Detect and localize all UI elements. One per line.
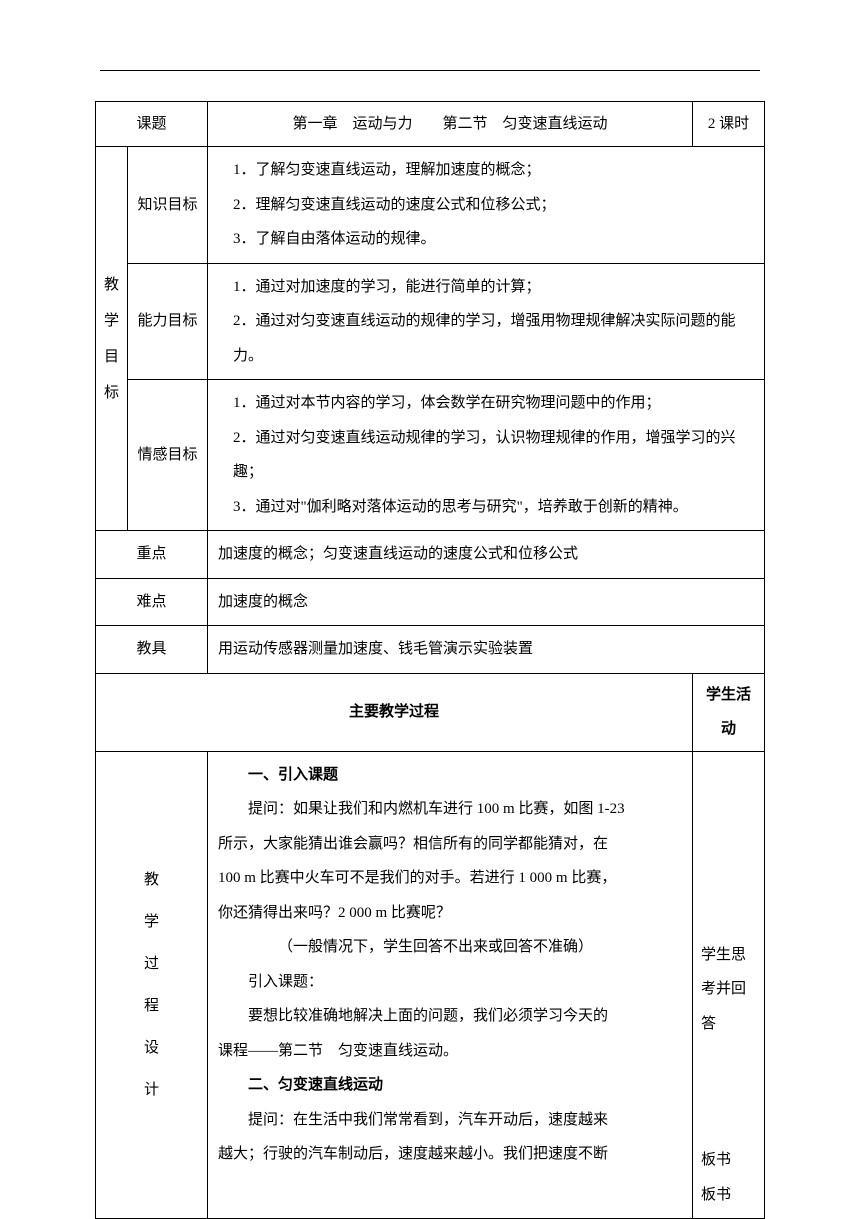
process-header: 主要教学过程 <box>96 673 693 751</box>
emotion-content: 1．通过对本节内容的学习，体会数学在研究物理问题中的作用； 2．通过对匀变速直线… <box>208 380 765 531</box>
lesson-plan-table: 课题 第一章 运动与力 第二节 匀变速直线运动 2 课时 教学目标 知识目标 1… <box>95 101 765 1219</box>
class-hours: 2 课时 <box>693 102 765 147</box>
emotion-item-2: 2．通过对匀变速直线运动规律的学习，认识物理规律的作用，增强学习的兴趣； <box>218 421 754 490</box>
knowledge-content: 1．了解匀变速直线运动，理解加速度的概念； 2．理解匀变速直线运动的速度公式和位… <box>208 147 765 264</box>
objectives-label: 教学目标 <box>96 147 128 531</box>
section1-intro-label: 引入课题： <box>218 965 682 1000</box>
section1-q4: 你还猜得出来吗？2 000 m 比赛呢？ <box>218 896 682 931</box>
knowledge-item-3: 3．了解自由落体运动的规律。 <box>218 222 754 257</box>
lesson-title: 第一章 运动与力 第二节 匀变速直线运动 <box>208 102 693 147</box>
section1-q3: 100 m 比赛中火车可不是我们的对手。若进行 1 000 m 比赛， <box>218 861 682 896</box>
section1-q1: 提问：如果让我们和内燃机车进行 100 m 比赛，如图 1-23 <box>218 792 682 827</box>
difficulty-row: 难点 加速度的概念 <box>96 578 765 626</box>
keypoint-row: 重点 加速度的概念；匀变速直线运动的速度公式和位移公式 <box>96 531 765 579</box>
section1-intro2: 课程——第二节 匀变速直线运动。 <box>218 1034 682 1069</box>
emotion-item-1: 1．通过对本节内容的学习，体会数学在研究物理问题中的作用； <box>218 386 754 421</box>
top-rule <box>100 70 760 71</box>
emotion-label: 情感目标 <box>128 380 208 531</box>
ability-item-1: 1．通过对加速度的学习，能进行简单的计算； <box>218 270 754 305</box>
emotion-row: 情感目标 1．通过对本节内容的学习，体会数学在研究物理问题中的作用； 2．通过对… <box>96 380 765 531</box>
keypoint-text: 加速度的概念；匀变速直线运动的速度公式和位移公式 <box>208 531 765 579</box>
ability-content: 1．通过对加速度的学习，能进行简单的计算； 2．通过对匀变速直线运动的规律的学习… <box>208 263 765 380</box>
section2-title: 二、匀变速直线运动 <box>218 1068 682 1103</box>
emotion-item-3: 3．通过对"伽利略对落体运动的思考与研究"，培养敢于创新的精神。 <box>218 490 754 525</box>
activity-3: 板书 <box>701 1178 756 1213</box>
tools-label: 教具 <box>96 626 208 674</box>
ability-label: 能力目标 <box>128 263 208 380</box>
knowledge-item-2: 2．理解匀变速直线运动的速度公式和位移公式； <box>218 188 754 223</box>
section1-note: （一般情况下，学生回答不出来或回答不准确） <box>218 930 682 965</box>
process-label: 教学过程设计 <box>96 751 208 1219</box>
section1-title: 一、引入课题 <box>218 758 682 793</box>
activity-1: 学生思考并回答 <box>701 938 756 1042</box>
topic-label: 课题 <box>96 102 208 147</box>
keypoint-label: 重点 <box>96 531 208 579</box>
difficulty-label: 难点 <box>96 578 208 626</box>
process-content: 一、引入课题 提问：如果让我们和内燃机车进行 100 m 比赛，如图 1-23 … <box>208 751 693 1219</box>
knowledge-item-1: 1．了解匀变速直线运动，理解加速度的概念； <box>218 153 754 188</box>
ability-item-2: 2．通过对匀变速直线运动的规律的学习，增强用物理规律解决实际问题的能力。 <box>218 304 754 373</box>
knowledge-row: 教学目标 知识目标 1．了解匀变速直线运动，理解加速度的概念； 2．理解匀变速直… <box>96 147 765 264</box>
process-header-row: 主要教学过程 学生活动 <box>96 673 765 751</box>
tools-row: 教具 用运动传感器测量加速度、钱毛管演示实验装置 <box>96 626 765 674</box>
section2-q2: 越大；行驶的汽车制动后，速度越来越小。我们把速度不断 <box>218 1137 682 1172</box>
section2-q1: 提问：在生活中我们常常看到，汽车开动后，速度越来 <box>218 1103 682 1138</box>
section1-intro1: 要想比较准确地解决上面的问题，我们必须学习今天的 <box>218 999 682 1034</box>
activity-2: 板书 <box>701 1143 756 1178</box>
tools-text: 用运动传感器测量加速度、钱毛管演示实验装置 <box>208 626 765 674</box>
difficulty-text: 加速度的概念 <box>208 578 765 626</box>
section1-q2: 所示，大家能猜出谁会赢吗？相信所有的同学都能猜对，在 <box>218 827 682 862</box>
process-body-row: 教学过程设计 一、引入课题 提问：如果让我们和内燃机车进行 100 m 比赛，如… <box>96 751 765 1219</box>
knowledge-label: 知识目标 <box>128 147 208 264</box>
title-row: 课题 第一章 运动与力 第二节 匀变速直线运动 2 课时 <box>96 102 765 147</box>
section1-note-text: （一般情况下，学生回答不出来或回答不准确） <box>278 939 593 955</box>
ability-row: 能力目标 1．通过对加速度的学习，能进行简单的计算； 2．通过对匀变速直线运动的… <box>96 263 765 380</box>
activity-header: 学生活动 <box>693 673 765 751</box>
activity-content: 学生思考并回答 板书 板书 <box>693 751 765 1219</box>
